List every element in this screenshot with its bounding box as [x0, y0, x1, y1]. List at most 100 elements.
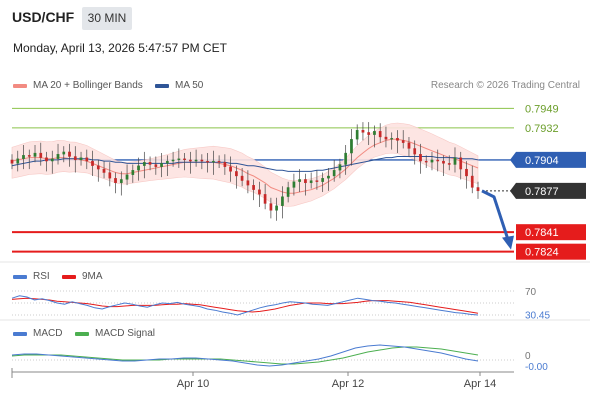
legend-rsi-ma-swatch — [62, 274, 76, 279]
legend-macd-label: MACD — [33, 328, 63, 339]
candle-body — [79, 157, 83, 161]
candle-body — [332, 170, 336, 177]
legend-macd-swatch — [13, 331, 27, 336]
candle-body — [73, 156, 77, 161]
symbol-title: USD/CHF — [12, 9, 75, 25]
candle-body — [424, 160, 428, 163]
candle-body — [102, 168, 106, 173]
support-label-box — [516, 243, 586, 260]
candle-body — [246, 180, 250, 186]
candle-body — [459, 157, 463, 170]
candle-body — [194, 159, 198, 162]
legend-ma50-swatch — [155, 83, 169, 88]
candle-body — [327, 175, 330, 179]
candle-body — [419, 154, 422, 162]
candle-body — [39, 152, 43, 158]
candle-body — [286, 187, 290, 197]
candle-body — [252, 185, 255, 190]
credit-text: Research © 2026 Trading Central — [430, 80, 580, 91]
candle-body — [240, 175, 244, 181]
candle-body — [476, 187, 480, 192]
candle-body — [298, 179, 302, 182]
candle-body — [384, 136, 388, 140]
candle-body — [183, 158, 186, 161]
candle-body — [315, 180, 319, 182]
ma50-line — [11, 156, 479, 172]
candle-body — [16, 158, 20, 164]
candle-body — [304, 179, 307, 184]
rsi-line — [11, 295, 479, 316]
candle-body — [235, 171, 238, 177]
candle-body — [321, 178, 325, 182]
candle-body — [396, 137, 399, 141]
macd-zero-label: 0 — [525, 351, 531, 362]
x-axis-tick-label: Apr 12 — [332, 378, 364, 390]
candle-body — [137, 165, 140, 171]
candle-body — [465, 168, 468, 177]
candle-body — [373, 131, 376, 135]
macd-signal-line — [11, 346, 479, 365]
candle-body — [309, 180, 313, 184]
candle-body — [470, 175, 474, 188]
candle-body — [160, 163, 163, 167]
candle-body — [436, 159, 440, 162]
legend-ma50-label: MA 50 — [175, 80, 204, 91]
timeframe-badge[interactable]: 30 MIN — [82, 7, 132, 30]
legend-macd-signal-label: MACD Signal — [95, 328, 156, 339]
candle-body — [125, 174, 129, 180]
candle-body — [361, 129, 365, 133]
candle-body — [430, 159, 434, 163]
legend-ma20: MA 20 + Bollinger Bands — [13, 80, 143, 91]
candle-body — [142, 162, 146, 166]
candle-body — [108, 172, 112, 179]
candle-body — [56, 154, 60, 159]
candle-body — [401, 140, 405, 143]
candle-body — [45, 157, 48, 162]
legend-macd-signal-swatch — [75, 331, 89, 336]
candle-body — [367, 132, 371, 135]
candle-body — [413, 148, 417, 155]
legend-rsi-ma-label: 9MA — [82, 271, 103, 282]
rsi-level-70: 70 — [525, 287, 537, 298]
candle-body — [407, 142, 411, 149]
macd-value: -0.00 — [525, 362, 548, 373]
candle-body — [62, 151, 66, 155]
legend-rsi: RSI — [13, 271, 50, 282]
candle-body — [258, 189, 261, 195]
candle-body — [229, 166, 232, 172]
candle-body — [22, 155, 25, 159]
candle-body — [91, 160, 94, 166]
candle-body — [390, 137, 394, 140]
candle-body — [188, 159, 192, 162]
candle-body — [154, 164, 158, 167]
candle-body — [206, 160, 209, 163]
last-price-label: 0.7877 — [525, 186, 559, 198]
support-label: 0.7824 — [525, 247, 559, 259]
legend-rsi-label: RSI — [33, 271, 50, 282]
candle-body — [33, 152, 37, 157]
candle-body — [212, 160, 215, 163]
candle-body — [217, 160, 221, 163]
candle-body — [131, 170, 135, 175]
candle-body — [96, 165, 100, 170]
candle-body — [338, 164, 342, 171]
support-label: 0.7841 — [525, 227, 559, 239]
candle-body — [453, 157, 457, 165]
x-axis-tick-label: Apr 10 — [177, 378, 209, 390]
candle-body — [119, 179, 123, 184]
timestamp: Monday, April 13, 2026 5:47:57 PM CET — [13, 41, 227, 55]
candle-body — [171, 159, 175, 162]
candle-body — [148, 162, 152, 165]
candle-body — [200, 159, 204, 162]
candle-body — [378, 131, 382, 138]
candle-body — [350, 139, 353, 154]
rsi-ma-line — [11, 297, 479, 314]
legend-ma50: MA 50 — [155, 80, 203, 91]
support-label-box — [516, 224, 586, 241]
ma20-line — [11, 138, 479, 194]
candle-body — [442, 160, 445, 164]
legend-ma20-label: MA 20 + Bollinger Bands — [33, 80, 143, 91]
projection-arrowhead — [502, 235, 514, 250]
